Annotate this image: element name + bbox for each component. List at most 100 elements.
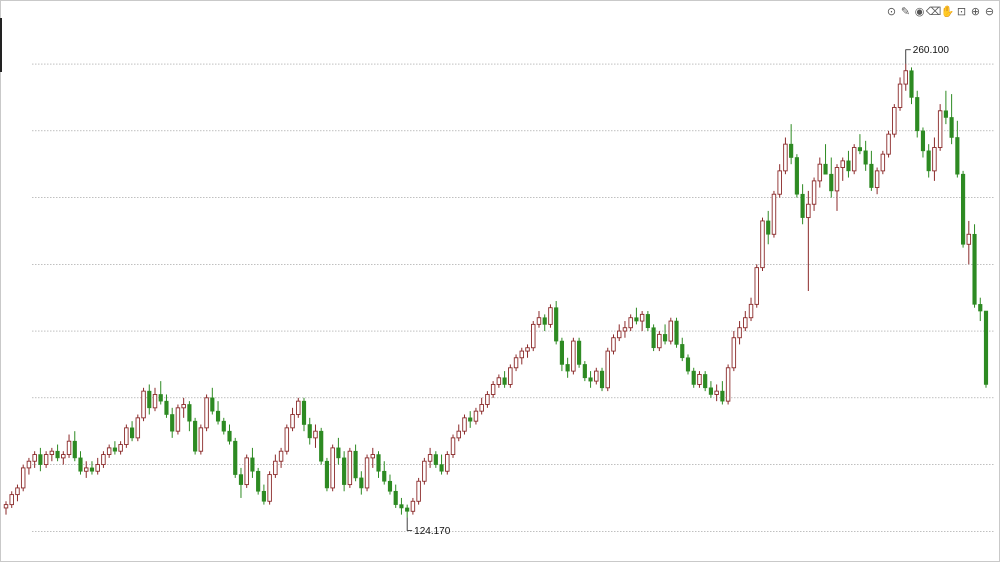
candle-body-rising [84,467,89,472]
candle [903,63,908,91]
candle-body-falling [703,374,708,389]
candle-body-falling [949,117,954,138]
candle [473,407,479,425]
candle [215,401,221,425]
camera-icon[interactable]: ⊙ [886,4,897,18]
candle [342,451,347,492]
candle [336,437,341,465]
candle-body-rising [513,357,519,369]
candle [399,497,404,515]
candle-body-rising [760,220,765,269]
candle-body-falling [554,307,559,342]
candle [685,354,691,375]
candle [777,164,782,198]
candle-body-rising [725,367,731,402]
candle-body-rising [611,337,616,352]
candle-body-rising [754,267,759,305]
candle-body-rising [668,320,674,342]
candle [43,451,49,468]
candle [273,454,278,478]
candle [422,457,427,485]
candle [233,437,238,478]
candle-body-falling [565,364,570,372]
candle [525,344,530,358]
candle [554,301,559,345]
candle [152,387,158,412]
candle-body-rising [422,460,427,482]
candle-body-falling [147,390,152,409]
candle [319,427,324,465]
candle-body-falling [158,394,163,402]
zoom-out-icon[interactable]: ⊖ [984,4,995,18]
pencil-icon[interactable]: ✎ [900,4,911,18]
eye-icon[interactable]: ◉ [914,4,925,18]
candle [622,321,628,338]
candle-body-falling [972,233,977,305]
candle [238,467,244,498]
trash-icon[interactable]: ⌫ [925,4,942,18]
candle [170,407,175,438]
candle [124,424,129,448]
candle [611,334,616,355]
candle-body-falling [846,160,851,172]
candle [616,324,622,342]
candle-body-rising [26,460,32,469]
candle [32,451,37,468]
candle [307,417,312,445]
candle [680,337,685,362]
candle-body-rising [61,454,66,459]
candle-body-rising [152,394,158,409]
candle-body-falling [983,310,989,385]
candle-body-falling [78,457,83,472]
candle [324,457,330,492]
candle [106,444,112,458]
candle-body-rising [886,133,891,155]
candle [886,130,891,158]
candle [743,311,748,332]
candle [353,444,358,482]
lock-icon[interactable]: ⊡ [956,4,967,18]
candle [806,190,811,292]
candle [250,447,255,478]
candle [55,444,60,462]
candle-body-falling [685,357,691,372]
candle-body-falling [382,470,387,482]
hand-icon[interactable]: ✋ [940,4,955,18]
candle-body-rising [124,427,129,445]
candle [594,367,599,385]
candle-body-rising [840,160,845,168]
candle [112,441,117,455]
candle-body-rising [594,370,599,382]
candle-body-falling [651,327,656,349]
candle [697,371,702,388]
candle [978,297,983,322]
candle-body-falling [164,400,169,415]
candle [559,337,564,372]
candle-body-falling [634,317,639,322]
candle-body-rising [290,414,295,429]
candle-body-rising [3,504,9,509]
candle-body-rising [313,430,318,439]
candle-body-rising [278,450,284,462]
candle-body-falling [926,150,931,172]
candle [181,397,186,418]
candle [313,424,318,448]
candle [582,361,587,382]
candle-body-rising [273,460,278,476]
candle-body-rising [364,457,370,489]
candle [433,451,438,468]
candle-body-falling [112,447,117,452]
candle-body-falling [863,150,868,165]
candle-body-falling [227,430,232,442]
candle-body-rising [508,367,513,385]
candle [204,394,209,432]
candle-body-falling [399,504,404,509]
candle-body-rising [181,404,186,409]
zoom-in-icon[interactable]: ⊕ [970,4,981,18]
candle [261,484,266,505]
candle [72,431,77,462]
candle [101,451,106,468]
candle [301,397,307,432]
